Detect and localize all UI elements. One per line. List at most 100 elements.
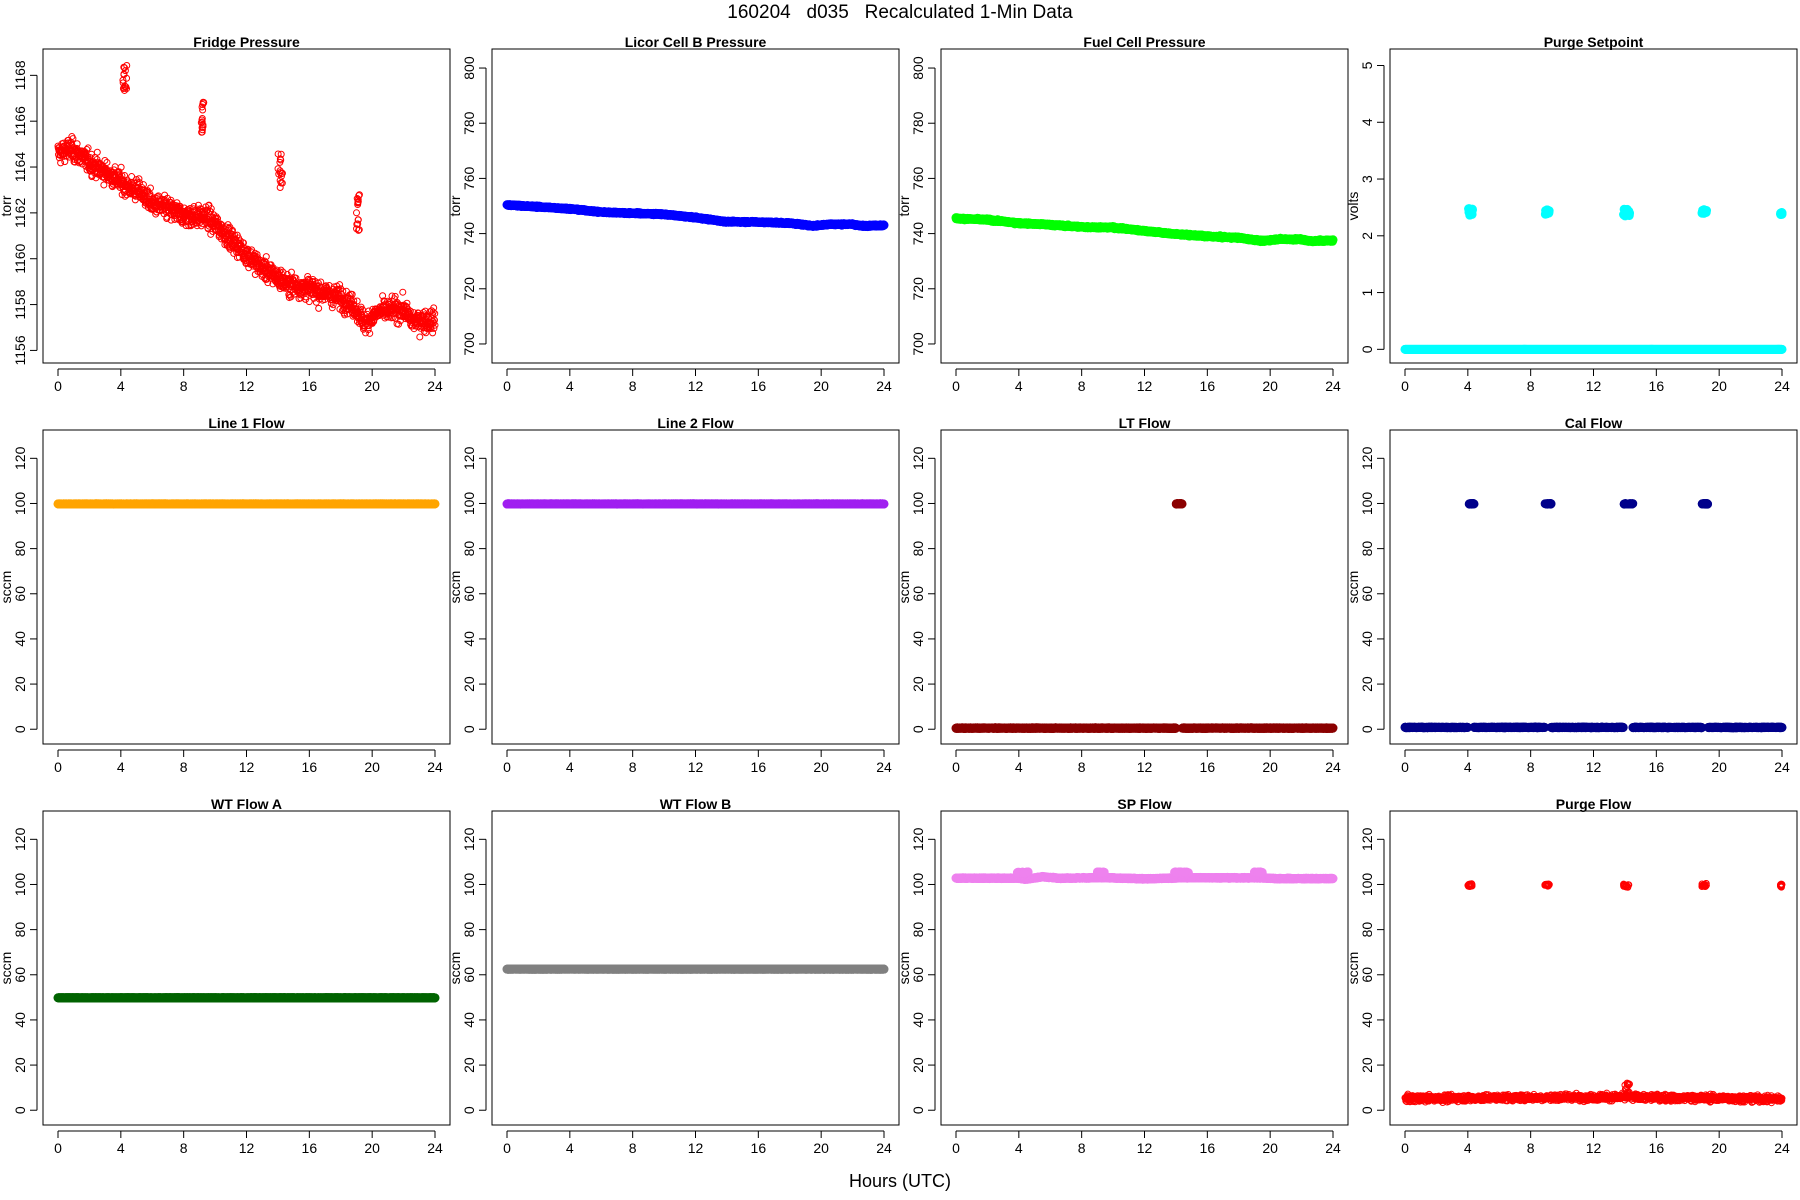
x-tick-label: 8 bbox=[629, 378, 637, 394]
spike-point bbox=[355, 191, 363, 199]
data-point bbox=[336, 281, 344, 289]
panel-title: Purge Setpoint bbox=[1544, 34, 1644, 50]
data-point bbox=[100, 181, 108, 189]
data-points bbox=[1400, 204, 1787, 354]
data-point bbox=[176, 202, 184, 210]
data-points bbox=[502, 200, 889, 232]
data-point bbox=[57, 159, 65, 167]
y-tick-label: 780 bbox=[910, 111, 926, 135]
data-point bbox=[429, 308, 437, 316]
x-tick-label: 20 bbox=[364, 378, 380, 394]
x-tick-label: 16 bbox=[302, 378, 318, 394]
spike-point bbox=[199, 123, 207, 131]
x-tick-label: 12 bbox=[1137, 378, 1153, 394]
data-point bbox=[228, 226, 236, 234]
y-tick-label: 1160 bbox=[12, 243, 28, 273]
data-point bbox=[391, 292, 399, 300]
x-tick-label: 0 bbox=[54, 378, 62, 394]
data-point bbox=[84, 144, 92, 152]
panel-title: Licor Cell B Pressure bbox=[625, 34, 767, 50]
panel-title: Fuel Cell Pressure bbox=[1083, 34, 1205, 50]
y-tick-label: 700 bbox=[461, 332, 477, 356]
spike-point bbox=[199, 99, 207, 107]
x-tick-label: 12 bbox=[688, 378, 704, 394]
spike-point bbox=[198, 114, 206, 122]
x-tick-label: 20 bbox=[1262, 378, 1278, 394]
x-tick-label: 8 bbox=[180, 378, 188, 394]
spike-point bbox=[277, 150, 285, 158]
data-point bbox=[304, 272, 312, 280]
data-point bbox=[302, 295, 310, 303]
x-tick-label: 16 bbox=[751, 378, 767, 394]
data-point bbox=[93, 148, 101, 156]
data-point bbox=[146, 184, 154, 192]
x-axis: 0 4 8 12 16 20 24 bbox=[952, 368, 1341, 394]
x-tick-label: 0 bbox=[952, 378, 960, 394]
data-point bbox=[379, 292, 387, 300]
x-tick-label: 4 bbox=[117, 378, 125, 394]
y-tick-label: 1156 bbox=[12, 335, 28, 365]
spike-point bbox=[354, 216, 362, 224]
data-point bbox=[239, 239, 247, 247]
data-point bbox=[328, 304, 336, 312]
x-tick-label: 12 bbox=[239, 378, 255, 394]
data-point bbox=[117, 163, 125, 171]
data-point bbox=[101, 157, 109, 165]
data-point bbox=[1328, 235, 1338, 245]
data-point bbox=[315, 304, 323, 312]
spike-point bbox=[198, 118, 206, 126]
x-tick-label: 0 bbox=[503, 378, 511, 394]
data-point bbox=[190, 203, 198, 211]
plot-frame bbox=[940, 48, 1349, 364]
data-point bbox=[430, 324, 438, 332]
spike-point bbox=[278, 179, 286, 187]
data-point bbox=[135, 175, 143, 183]
data-point bbox=[364, 326, 372, 334]
y-tick-label: 1168 bbox=[12, 60, 28, 90]
data-points bbox=[54, 62, 439, 341]
spike-point bbox=[197, 119, 205, 127]
y-tick-label: 800 bbox=[461, 56, 477, 80]
data-point bbox=[399, 288, 407, 296]
y-axis-label: torr bbox=[896, 195, 912, 216]
y-tick-label: 700 bbox=[910, 332, 926, 356]
data-point bbox=[429, 329, 437, 337]
data-point bbox=[327, 299, 335, 307]
data-point bbox=[345, 291, 353, 299]
x-tick-label: 24 bbox=[1325, 378, 1341, 394]
data-points bbox=[951, 213, 1338, 247]
spike-point bbox=[354, 199, 362, 207]
y-tick-label: 720 bbox=[910, 277, 926, 301]
data-point bbox=[404, 305, 412, 313]
spike-point bbox=[353, 209, 360, 217]
data-point bbox=[277, 266, 285, 274]
y-tick-label: 740 bbox=[910, 222, 926, 246]
spike-point bbox=[123, 62, 131, 70]
data-point bbox=[212, 213, 220, 221]
data-point bbox=[431, 321, 439, 329]
data-point bbox=[416, 333, 424, 341]
y-tick-label: 760 bbox=[461, 167, 477, 191]
spike-point bbox=[354, 220, 362, 228]
spike-point bbox=[123, 74, 131, 82]
x-tick-label: 24 bbox=[427, 378, 443, 394]
data-point bbox=[83, 145, 91, 153]
x-tick-label: 16 bbox=[1200, 378, 1216, 394]
data-point bbox=[182, 222, 190, 230]
y-axis-label: volts bbox=[1345, 192, 1361, 221]
spike-point bbox=[198, 103, 206, 111]
spike-point bbox=[354, 195, 362, 203]
data-point bbox=[430, 316, 438, 324]
spike-point bbox=[278, 170, 286, 178]
data-point bbox=[73, 140, 81, 148]
x-axis: 0 4 8 12 16 20 24 bbox=[503, 368, 892, 394]
y-tick-label: 1164 bbox=[12, 152, 28, 182]
x-tick-label: 4 bbox=[1015, 378, 1023, 394]
